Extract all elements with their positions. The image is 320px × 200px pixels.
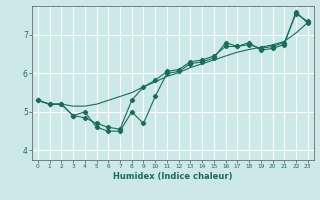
- X-axis label: Humidex (Indice chaleur): Humidex (Indice chaleur): [113, 172, 233, 181]
